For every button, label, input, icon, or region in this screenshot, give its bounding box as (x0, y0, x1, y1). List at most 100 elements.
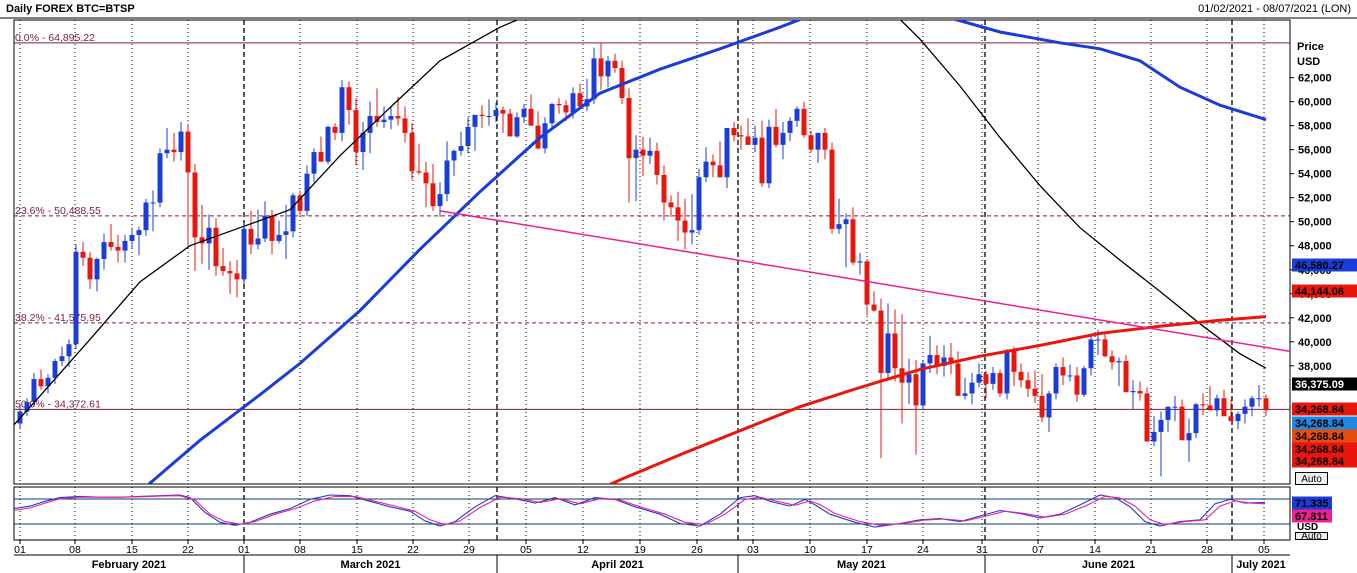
candle-body (1088, 339, 1094, 369)
candle-body (339, 87, 345, 133)
candle-body (1025, 380, 1031, 389)
candle-body (479, 114, 485, 117)
candle-body (752, 137, 758, 145)
y-tick-label: 38,000 (1298, 361, 1332, 373)
candle-body (255, 238, 261, 245)
candle-body (1263, 398, 1269, 411)
candle-body (430, 183, 436, 207)
candle-body (500, 110, 506, 114)
candle-body (234, 273, 240, 280)
oscillator-tag-label: 67.811 (1295, 511, 1328, 523)
candle-body (1214, 398, 1220, 411)
y-axis-title: Price (1297, 41, 1324, 53)
fib-level-label: 23.6% - 50,488.55 (15, 205, 101, 217)
candle-body (1256, 398, 1262, 400)
candle-body (1032, 388, 1038, 396)
candle-body (94, 258, 100, 280)
candle-body (941, 357, 947, 366)
candle-body (745, 136, 751, 145)
oscillator-tag-label: 71.335 (1295, 498, 1329, 510)
candle-body (1172, 406, 1178, 408)
x-month-label: June 2021 (1082, 559, 1135, 571)
candle-body (1102, 339, 1108, 357)
candle-body (1151, 431, 1157, 442)
candle-body (374, 116, 380, 123)
x-day-tick: 12 (577, 544, 589, 556)
candle-body (836, 224, 842, 229)
candle-body (815, 132, 821, 150)
candle-body (969, 382, 975, 394)
candle-body (59, 356, 65, 362)
candle-body (122, 240, 128, 251)
x-day-tick: 31 (976, 544, 988, 556)
candle-body (724, 128, 730, 178)
candle-body (1116, 361, 1122, 363)
candle-body (290, 195, 296, 232)
auto-scale-button-lower[interactable]: Auto (1295, 532, 1328, 540)
y-tick-label: 48,000 (1298, 241, 1332, 253)
candle-body (640, 149, 646, 156)
price-tag-label: 46,580.27 (1295, 260, 1344, 272)
candle-body (1207, 405, 1213, 411)
candle-body (1053, 367, 1059, 394)
candle-body (521, 108, 527, 118)
candle-body (570, 93, 576, 113)
candle-body (682, 220, 688, 233)
x-day-tick: 05 (1258, 544, 1270, 556)
y-tick-label: 62,000 (1298, 73, 1332, 85)
price-tag (1292, 258, 1357, 272)
candle-body (66, 344, 72, 357)
x-day-tick: 14 (1089, 544, 1101, 556)
candle-body (87, 257, 93, 280)
x-day-tick: 01 (14, 544, 26, 556)
x-day-tick: 08 (69, 544, 81, 556)
candle-body (220, 266, 226, 271)
candle-body (1193, 404, 1199, 434)
candle-body (507, 113, 513, 137)
candle-body (262, 215, 268, 239)
oscillator-tag (1292, 496, 1332, 510)
candle-body (458, 146, 464, 151)
y-tick-label: 52,000 (1298, 193, 1332, 205)
candle-body (332, 126, 338, 133)
y-tick-label: 54,000 (1298, 169, 1332, 181)
moving-average-line (14, 20, 1267, 426)
price-tag (1292, 454, 1357, 468)
candle-body (535, 125, 541, 149)
candle-body (115, 246, 121, 251)
candle-body (857, 261, 863, 263)
candle-body (1060, 367, 1066, 376)
oscillator-line (14, 495, 1266, 526)
candle-body (388, 116, 394, 120)
candle-body (731, 128, 737, 136)
candle-body (192, 172, 198, 238)
candle-body (878, 310, 884, 374)
x-day-tick: 22 (182, 544, 194, 556)
candle-body (136, 230, 142, 235)
candle-body (1228, 416, 1234, 422)
candle-body (696, 177, 702, 231)
candle-body (787, 120, 793, 133)
candle-body (1242, 406, 1248, 414)
price-tag-label: 36,375.09 (1295, 379, 1344, 391)
candle-body (241, 228, 247, 280)
candle-body (80, 251, 86, 258)
x-day-tick: 24 (917, 544, 929, 556)
candle-body (773, 126, 779, 145)
candle-body (1179, 406, 1185, 441)
candle-body (563, 105, 569, 113)
candle-body (52, 361, 58, 378)
auto-scale-button[interactable]: Auto (1295, 472, 1328, 485)
candle-body (913, 374, 919, 406)
candle-body (871, 304, 877, 311)
candle-body (381, 119, 387, 123)
candle-body (248, 228, 254, 245)
candle-body (227, 270, 233, 274)
candle-body (997, 373, 1003, 394)
x-day-tick: 15 (351, 544, 363, 556)
candle-body (283, 231, 289, 235)
price-tag (1292, 402, 1357, 416)
y-tick-label: 56,000 (1298, 145, 1332, 157)
candle-body (668, 202, 674, 208)
